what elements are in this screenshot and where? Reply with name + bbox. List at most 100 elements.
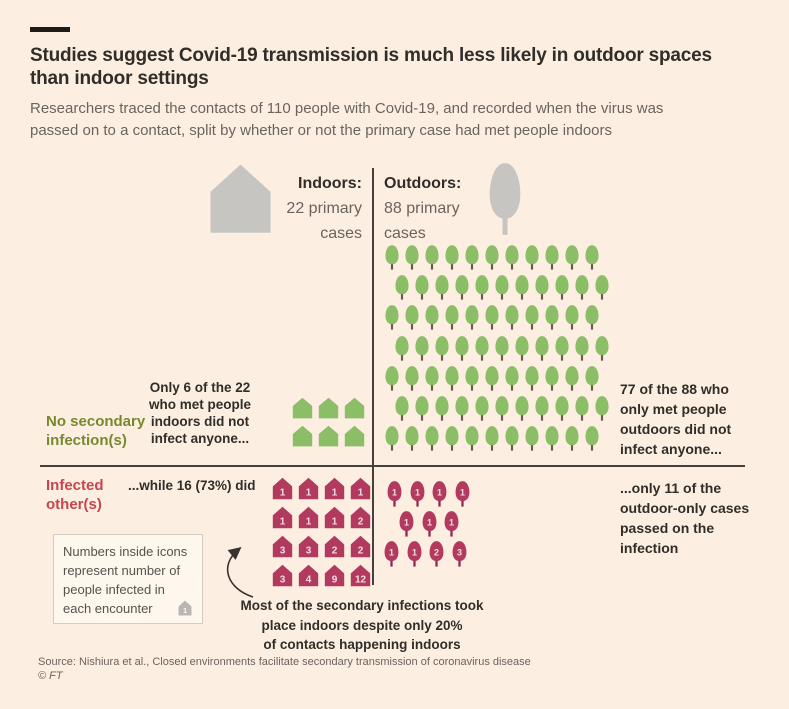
- tree-icon: [395, 396, 409, 421]
- tree-icon: [525, 426, 539, 451]
- tree-icon: 3: [452, 541, 466, 567]
- outdoor-infected-pictogram: 1 1 1 1 1 1 1 1 1 2 3: [382, 480, 475, 570]
- tree-icon: [575, 396, 589, 421]
- house-icon: 1: [324, 506, 345, 529]
- svg-text:1: 1: [459, 487, 464, 497]
- house-icon: 1: [298, 477, 319, 500]
- legend-house-icon: 1: [178, 600, 192, 616]
- pictogram-row: 1 1 1 1: [382, 480, 475, 510]
- tree-icon: [475, 335, 489, 361]
- tree-icon: [455, 396, 469, 421]
- tree-icon: [455, 335, 469, 361]
- indoors-label: Indoors:: [298, 175, 362, 192]
- tree-icon: [585, 305, 599, 331]
- house-icon: 2: [350, 535, 371, 558]
- svg-text:1: 1: [414, 487, 419, 497]
- pictogram-row: [383, 425, 613, 455]
- tree-icon: [445, 426, 459, 451]
- row-label-infected: Infected other(s): [46, 477, 104, 513]
- house-icon: 3: [272, 564, 293, 587]
- legend-box: Numbers inside icons represent number of…: [53, 534, 203, 624]
- tree-icon: [555, 275, 569, 300]
- svg-text:1: 1: [411, 547, 416, 557]
- tree-icon: [465, 305, 479, 331]
- pictogram-row: [292, 425, 370, 453]
- outdoors-label: Outdoors:: [384, 175, 462, 192]
- svg-text:1: 1: [392, 487, 397, 497]
- tree-icon: 2: [429, 541, 444, 567]
- tree-icon: [515, 335, 529, 361]
- tree-icon: [405, 245, 419, 270]
- tree-icon: [435, 335, 449, 361]
- horizontal-divider: [40, 465, 745, 467]
- tree-icon: [545, 305, 559, 331]
- tree-icon: [565, 426, 579, 451]
- indoors-cases: 22 primary cases: [286, 200, 362, 242]
- page-title: Studies suggest Covid-19 transmission is…: [30, 45, 712, 89]
- outdoors-column-header: Outdoors: 88 primary cases: [384, 171, 496, 246]
- tree-icon: [385, 426, 399, 451]
- tree-icon: [505, 426, 519, 451]
- tree-icon: 1: [455, 481, 469, 507]
- tree-icon: [585, 365, 599, 391]
- tree-icon: [495, 335, 509, 361]
- house-icon: 1: [272, 506, 293, 529]
- indoors-column-header: Indoors: 22 primary cases: [250, 171, 362, 246]
- pictogram-row: 3 3 2 2: [272, 535, 376, 564]
- svg-text:1: 1: [358, 488, 364, 499]
- house-icon: [344, 397, 365, 419]
- tree-icon: [405, 426, 419, 451]
- svg-text:3: 3: [456, 547, 461, 557]
- house-icon: 2: [324, 535, 345, 558]
- svg-text:1: 1: [404, 517, 409, 527]
- tree-icon: [405, 305, 419, 331]
- tree-icon: [555, 335, 569, 361]
- tree-icon: [425, 426, 439, 451]
- tree-icon: [485, 305, 499, 331]
- note-indoor-infected: ...while 16 (73%) did: [128, 478, 256, 493]
- pictogram-row: 1 1 2 3: [382, 540, 475, 570]
- outdoors-cases: 88 primary cases: [384, 200, 460, 242]
- annotation-text: Most of the secondary infections took pl…: [240, 598, 484, 652]
- row-label-no-secondary: No secondary infection(s): [46, 413, 146, 449]
- tree-icon: [495, 275, 509, 300]
- indoors-house-icon: [210, 164, 271, 233]
- tree-icon: [485, 426, 499, 451]
- tree-icon: [385, 245, 399, 270]
- pictogram-row: 1 1 1 1: [272, 477, 376, 506]
- svg-text:3: 3: [280, 575, 286, 586]
- tree-icon: [445, 365, 459, 391]
- tree-icon: [595, 396, 609, 421]
- tree-icon: [595, 335, 609, 361]
- house-icon: 3: [298, 535, 319, 558]
- tree-icon: [405, 365, 419, 391]
- tree-icon: [565, 245, 579, 270]
- tree-icon: [585, 426, 599, 451]
- tree-icon: [475, 275, 489, 300]
- house-icon: 1: [272, 477, 293, 500]
- pictogram-row: 1 1 1 2: [272, 506, 376, 535]
- house-icon: [318, 425, 339, 446]
- tree-icon: [505, 305, 519, 331]
- tree-icon: [445, 245, 459, 270]
- house-icon: 1: [324, 477, 345, 500]
- tree-icon: [385, 365, 399, 391]
- svg-text:2: 2: [358, 546, 364, 557]
- tree-icon: [465, 245, 479, 270]
- tree-icon: [535, 396, 549, 421]
- tree-icon: [455, 275, 469, 300]
- svg-text:3: 3: [280, 546, 286, 557]
- tree-icon: [415, 275, 429, 300]
- tree-icon: 1: [422, 511, 436, 537]
- tree-icon: [435, 396, 449, 421]
- outdoor-no-infection-pictogram: [383, 244, 613, 455]
- house-icon: 3: [272, 535, 293, 558]
- tree-icon: [485, 365, 499, 391]
- tree-icon: [425, 305, 439, 331]
- house-icon: 1: [350, 477, 371, 500]
- tree-icon: [415, 335, 429, 361]
- tree-icon: [525, 245, 539, 270]
- house-icon: [318, 397, 339, 419]
- note-outdoor-infected: ...only 11 of the outdoor-only cases pas…: [620, 480, 750, 556]
- tree-icon: [545, 426, 559, 451]
